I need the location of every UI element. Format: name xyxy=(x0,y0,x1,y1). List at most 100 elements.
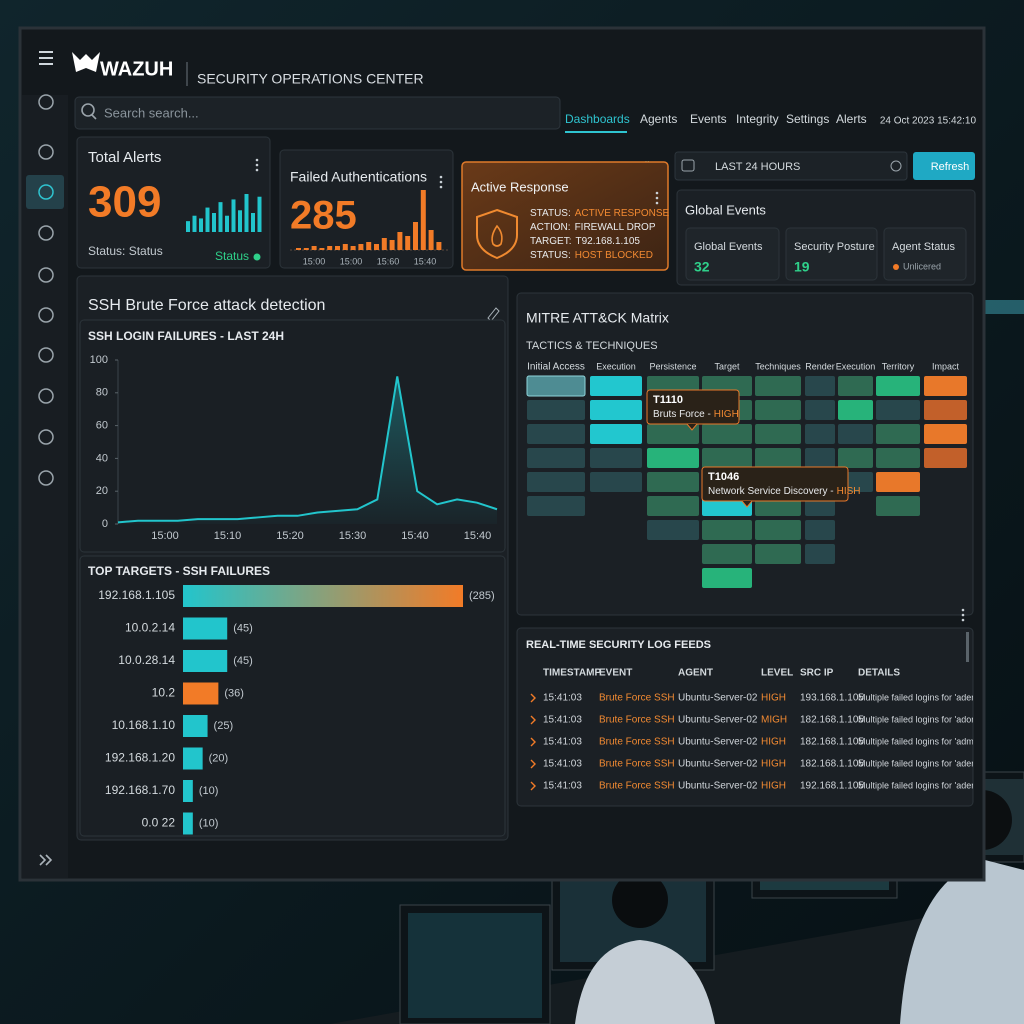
row-expander[interactable] xyxy=(530,737,536,747)
technique-cell[interactable] xyxy=(805,376,835,396)
sidebar-icon[interactable] xyxy=(38,144,54,160)
technique-cell[interactable] xyxy=(838,424,873,444)
row-expander[interactable] xyxy=(530,715,536,725)
technique-cell[interactable] xyxy=(805,400,835,420)
nav-link[interactable]: Agents xyxy=(640,112,677,126)
sidebar-icon[interactable] xyxy=(38,267,54,283)
technique-cell[interactable] xyxy=(838,376,873,396)
technique-cell[interactable] xyxy=(527,448,585,468)
technique-cell[interactable] xyxy=(590,472,642,492)
technique-cell[interactable] xyxy=(590,400,642,420)
flame-icon xyxy=(491,224,503,247)
technique-cell[interactable] xyxy=(590,376,642,396)
sidebar-icon[interactable] xyxy=(38,94,54,110)
spark-bar xyxy=(420,190,426,250)
technique-cell[interactable] xyxy=(527,472,585,492)
technique-cell[interactable] xyxy=(527,424,585,444)
technique-cell[interactable] xyxy=(647,424,699,444)
bar xyxy=(183,617,228,640)
collapse-icon[interactable] xyxy=(39,854,53,866)
nav-link[interactable]: Dashboards xyxy=(565,112,630,126)
technique-cell[interactable] xyxy=(755,544,801,564)
sidebar-icon[interactable] xyxy=(38,388,54,404)
technique-cell[interactable] xyxy=(805,544,835,564)
spark-bar xyxy=(251,213,255,232)
datetime: 24 Oct 2023 15:42:10 xyxy=(880,116,977,127)
log-cell: Ubuntu-Server-02 xyxy=(678,693,758,704)
technique-cell[interactable] xyxy=(755,520,801,540)
technique-cell[interactable] xyxy=(702,448,752,468)
technique-cell[interactable] xyxy=(805,520,835,540)
response-key: TARGET: xyxy=(530,236,571,247)
technique-cell[interactable] xyxy=(702,520,752,540)
row-expander[interactable] xyxy=(530,693,536,703)
sidebar-icon[interactable] xyxy=(38,470,54,486)
wall-light xyxy=(984,300,1024,314)
technique-cell[interactable] xyxy=(702,568,752,588)
technique-cell[interactable] xyxy=(924,448,967,468)
x-tick-label: 15:20 xyxy=(276,530,304,542)
card-title: Total Alerts xyxy=(88,149,161,166)
technique-cell[interactable] xyxy=(647,472,699,492)
card-title: Failed Authentications xyxy=(290,169,427,185)
technique-cell[interactable] xyxy=(590,424,642,444)
sidebar-icon[interactable] xyxy=(38,347,54,363)
technique-cell[interactable] xyxy=(838,448,873,468)
technique-cell[interactable] xyxy=(755,376,801,396)
bar xyxy=(183,585,463,607)
refresh-button[interactable] xyxy=(913,152,975,180)
technique-cell[interactable] xyxy=(647,496,699,516)
technique-cell[interactable] xyxy=(755,448,801,468)
technique-cell[interactable] xyxy=(924,400,967,420)
time-range[interactable] xyxy=(674,151,908,181)
log-header: DETAILS xyxy=(858,668,900,679)
technique-cell[interactable] xyxy=(647,520,699,540)
technique-cell[interactable] xyxy=(805,448,835,468)
technique-cell[interactable] xyxy=(590,448,642,468)
technique-cell[interactable] xyxy=(876,400,920,420)
x-tick-label: 15:10 xyxy=(214,530,242,542)
search-box[interactable] xyxy=(74,96,561,130)
technique-cell[interactable] xyxy=(755,400,801,420)
menu-dots xyxy=(655,201,659,205)
technique-cell[interactable] xyxy=(526,375,586,397)
technique-cell[interactable] xyxy=(702,544,752,564)
technique-cell[interactable] xyxy=(647,448,699,468)
technique-cell[interactable] xyxy=(876,496,920,516)
nav-link[interactable]: Alerts xyxy=(836,112,867,126)
technique-cell[interactable] xyxy=(805,424,835,444)
technique-cell[interactable] xyxy=(527,496,585,516)
technique-cell[interactable] xyxy=(876,448,920,468)
technique-cell[interactable] xyxy=(702,424,752,444)
technique-cell[interactable] xyxy=(924,376,967,396)
bar-value-label: (45) xyxy=(233,655,253,667)
technique-cell[interactable] xyxy=(755,424,801,444)
bar xyxy=(183,682,219,705)
technique-cell[interactable] xyxy=(838,400,873,420)
log-cell: Brute Force SSH xyxy=(599,759,675,770)
log-cell: HIGH xyxy=(761,759,786,770)
spark-bar xyxy=(366,242,372,250)
bar-label: 192.168.1.20 xyxy=(105,751,175,765)
spark-bar xyxy=(238,210,242,232)
sidebar-active xyxy=(26,175,64,209)
log-cell: 15:41:03 xyxy=(543,693,582,704)
technique-cell[interactable] xyxy=(876,472,920,492)
nav-link[interactable]: Settings xyxy=(786,112,829,126)
scrollbar xyxy=(966,632,969,662)
technique-cell[interactable] xyxy=(924,424,967,444)
sidebar-icon[interactable] xyxy=(38,307,54,323)
technique-cell[interactable] xyxy=(876,424,920,444)
log-header: EVENT xyxy=(599,668,632,679)
app-title: SECURITY OPERATIONS CENTER xyxy=(197,71,424,87)
spark-bar xyxy=(327,246,333,250)
sidebar-icon[interactable] xyxy=(38,184,54,200)
sidebar-icon[interactable] xyxy=(38,429,54,445)
row-expander[interactable] xyxy=(530,781,536,791)
sidebar-icon[interactable] xyxy=(38,225,54,241)
technique-cell[interactable] xyxy=(876,376,920,396)
technique-cell[interactable] xyxy=(527,400,585,420)
nav-link[interactable]: Events xyxy=(690,112,727,126)
nav-link[interactable]: Integrity xyxy=(736,112,779,126)
row-expander[interactable] xyxy=(530,759,536,769)
